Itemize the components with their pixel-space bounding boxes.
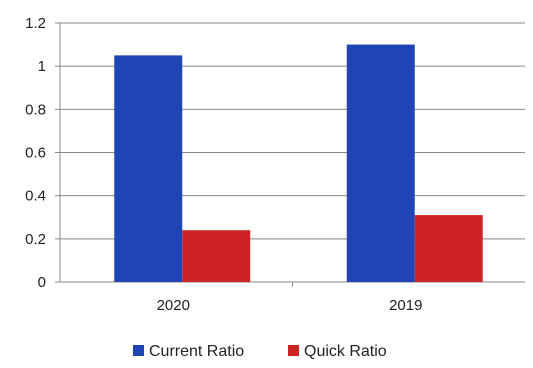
- x-tick-label: 2020: [157, 297, 190, 314]
- legend-swatch: [288, 345, 299, 356]
- bar-current-ratio: [114, 55, 183, 282]
- bar-quick-ratio: [182, 230, 251, 282]
- legend-label: Quick Ratio: [304, 343, 387, 360]
- y-tick-label: 0.8: [25, 101, 46, 118]
- bar-quick-ratio: [414, 215, 483, 282]
- bar-current-ratio: [346, 44, 415, 283]
- legend-label: Current Ratio: [149, 343, 244, 360]
- x-tick-label: 2019: [389, 297, 422, 314]
- legend-swatch: [133, 345, 144, 356]
- y-tick-label: 0.2: [25, 231, 46, 248]
- y-tick-label: 0.4: [25, 188, 46, 205]
- y-tick-label: 1.2: [25, 15, 46, 32]
- y-tick-label: 0: [38, 274, 46, 291]
- y-tick-label: 1: [38, 58, 46, 75]
- y-tick-label: 0.6: [25, 145, 46, 162]
